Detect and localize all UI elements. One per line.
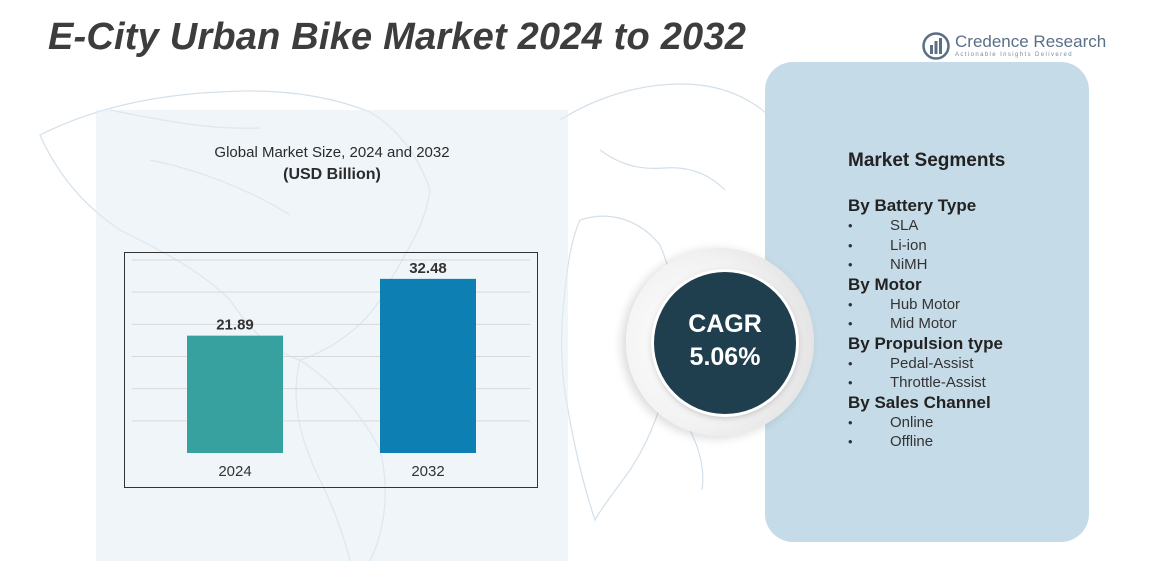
bar-chart: 21.89 2024 32.48 2032 xyxy=(132,259,530,480)
data-label: 32.48 xyxy=(409,260,447,277)
segment-item: Pedal-Assist xyxy=(848,354,1078,374)
segment-group-title: By Sales Channel xyxy=(848,392,991,412)
segment-group-title: By Propulsion type xyxy=(848,333,1003,353)
segment-item: Offline xyxy=(848,432,1078,452)
chart-panel xyxy=(96,110,568,561)
segment-item: SLA xyxy=(848,216,1078,236)
logo-tagline: Actionable Insights Delivered xyxy=(955,52,1073,58)
segment-list: SLALi-ionNiMH xyxy=(848,216,1078,275)
segments-title: Market Segments xyxy=(848,150,1006,171)
cagr-label: CAGR xyxy=(688,310,762,338)
segment-item: Hub Motor xyxy=(848,295,1078,315)
segment-groups: By Battery TypeSLALi-ionNiMHBy MotorHub … xyxy=(848,196,1078,452)
x-tick-label: 2032 xyxy=(411,463,444,480)
data-label: 21.89 xyxy=(216,317,254,334)
segment-item: Mid Motor xyxy=(848,314,1078,334)
cagr-value: 5.06% xyxy=(689,343,761,371)
x-tick-label: 2024 xyxy=(218,463,251,480)
chart-title: Global Market Size, 2024 and 2032 xyxy=(214,144,450,161)
brand-logo: Credence Research Actionable Insights De… xyxy=(922,30,1112,66)
segment-list: Hub MotorMid Motor xyxy=(848,295,1078,334)
segment-item: Throttle-Assist xyxy=(848,373,1078,393)
segment-list: Pedal-AssistThrottle-Assist xyxy=(848,354,1078,393)
logo-name: Credence Research xyxy=(955,32,1107,51)
chart-unit: (USD Billion) xyxy=(283,166,381,183)
segment-item: Li-ion xyxy=(848,236,1078,256)
segment-list: OnlineOffline xyxy=(848,413,1078,452)
bar-2032 xyxy=(380,278,476,453)
bar-chart-circle-icon xyxy=(922,32,950,60)
segments-content: Market Segments By Battery TypeSLALi-ion… xyxy=(848,150,1078,452)
bar-2024 xyxy=(187,335,283,453)
segment-group-title: By Motor xyxy=(848,274,922,294)
segment-item: NiMH xyxy=(848,255,1078,275)
cagr-badge: CAGR 5.06% xyxy=(654,272,796,414)
plot-frame xyxy=(124,252,538,488)
segment-group-title: By Battery Type xyxy=(848,196,977,215)
page-title: E-City Urban Bike Market 2024 to 2032 xyxy=(48,16,747,58)
segment-item: Online xyxy=(848,413,1078,433)
